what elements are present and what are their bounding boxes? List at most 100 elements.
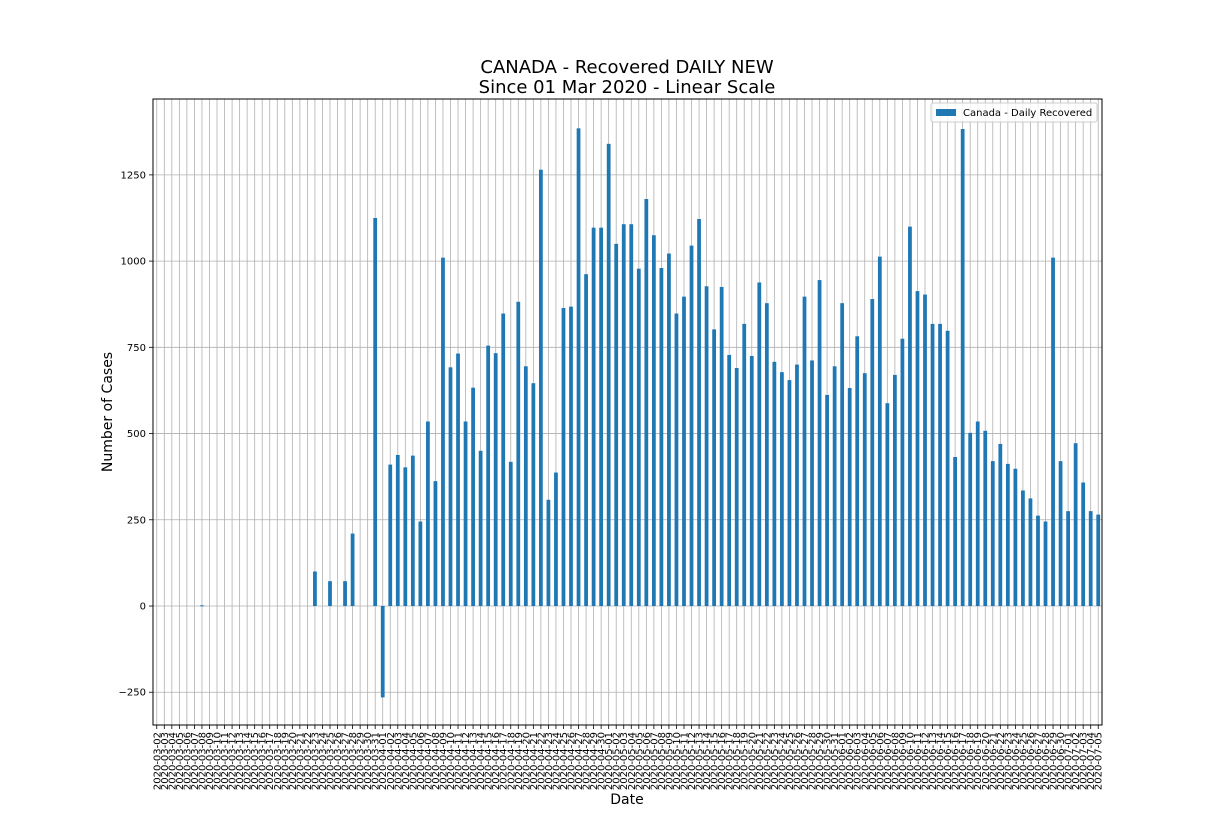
bar (448, 367, 453, 607)
x-tick-label: 2020-06-11 (913, 732, 924, 790)
bar (787, 380, 792, 607)
bar (795, 364, 799, 607)
x-tick-label: 2020-05-12 (687, 732, 698, 790)
x-tick-label: 2020-06-07 (883, 732, 894, 790)
x-tick-label: 2020-05-25 (785, 732, 796, 790)
bar (847, 388, 852, 607)
bar (410, 455, 415, 607)
bar (651, 235, 656, 607)
x-tick-label: 2020-04-24 (551, 732, 562, 790)
x-tick-label: 2020-05-28 (808, 732, 819, 790)
x-tick-label: 2020-04-21 (529, 732, 540, 790)
x-tick-label: 2020-03-21 (295, 732, 306, 790)
x-tick-label: 2020-05-11 (679, 732, 690, 790)
x-tick-label: 2020-05-15 (710, 732, 721, 790)
x-tick-label: 2020-04-27 (574, 732, 585, 790)
x-tick-label: 2020-06-21 (988, 732, 999, 790)
x-tick-label: 2020-06-17 (958, 732, 969, 790)
y-tick-label: 1250 (121, 170, 146, 181)
bar (546, 499, 551, 607)
plot-frame (152, 98, 1103, 726)
bar (1028, 498, 1033, 607)
x-tick-label: 2020-06-28 (1041, 732, 1052, 790)
bar (463, 421, 468, 607)
x-tick-label: 2020-04-18 (506, 732, 517, 790)
bar (576, 128, 581, 607)
x-tick-label: 2020-06-15 (943, 732, 954, 790)
bar (674, 313, 679, 607)
x-tick-label: 2020-03-16 (258, 732, 269, 790)
x-tick-label: 2020-05-27 (800, 732, 811, 790)
bar (523, 366, 528, 607)
x-tick-label: 2020-03-13 (235, 732, 246, 790)
chart-subtitle: Since 01 Mar 2020 - Linear Scale (479, 77, 776, 98)
x-tick-label: 2020-05-31 (830, 732, 841, 790)
y-tick-label: 250 (127, 515, 146, 526)
x-tick-label: 2020-07-03 (1079, 732, 1090, 790)
bar (885, 403, 890, 607)
x-tick-label: 2020-03-19 (280, 732, 291, 790)
bar (1021, 490, 1025, 607)
x-tick-label: 2020-03-15 (250, 732, 261, 790)
x-tick-label: 2020-05-21 (755, 732, 766, 790)
legend-box (930, 102, 1098, 123)
bar (380, 606, 385, 698)
x-tick-label: 2020-04-10 (446, 732, 457, 790)
bar (644, 199, 649, 607)
bar (840, 303, 845, 607)
x-tick-label: 2020-04-30 (597, 732, 608, 790)
x-tick-label: 2020-03-10 (213, 732, 224, 790)
bar (915, 291, 920, 607)
x-tick-label: 2020-05-20 (747, 732, 758, 790)
x-tick-label: 2020-04-16 (491, 732, 502, 790)
x-tick-label: 2020-04-05 (408, 732, 419, 790)
x-tick-label: 2020-05-23 (770, 732, 781, 790)
x-tick-label: 2020-06-06 (875, 732, 886, 790)
x-tick-label: 2020-06-02 (845, 732, 856, 790)
x-tick-label: 2020-05-09 (664, 732, 675, 790)
bar (561, 308, 566, 607)
bar (1096, 514, 1101, 607)
bar (764, 303, 769, 607)
x-tick-label: 2020-06-29 (1049, 732, 1060, 790)
x-tick-label: 2020-04-15 (484, 732, 495, 790)
bar (606, 143, 611, 607)
bar (516, 301, 521, 607)
x-tick-label: 2020-04-28 (582, 732, 593, 790)
bar (614, 243, 619, 607)
y-tick-label: 1000 (121, 257, 146, 268)
x-tick-label: 2020-04-17 (499, 732, 510, 790)
bar (1036, 515, 1040, 607)
x-tick-label: 2020-03-26 (333, 732, 344, 790)
bar (569, 306, 573, 607)
bar (960, 129, 965, 607)
x-tick-label: 2020-05-19 (740, 732, 751, 790)
x-tick-label: 2020-05-26 (792, 732, 803, 790)
x-axis-label: Date (610, 792, 643, 808)
x-tick-label: 2020-03-05 (175, 732, 186, 790)
x-tick-label: 2020-06-20 (981, 732, 992, 790)
x-tick-label: 2020-05-02 (612, 732, 623, 790)
bar (938, 323, 942, 607)
x-tick-label: 2020-03-08 (197, 732, 208, 790)
x-tick-label: 2020-07-01 (1064, 732, 1075, 790)
bar (636, 268, 641, 607)
x-tick-label: 2020-03-09 (205, 732, 216, 790)
x-tick-label: 2020-04-06 (416, 732, 427, 790)
bar (1005, 463, 1010, 607)
bar (508, 461, 513, 607)
x-tick-label: 2020-06-10 (905, 732, 916, 790)
x-tick-label: 2020-06-23 (1003, 732, 1014, 790)
x-tick-label: 2020-04-29 (589, 732, 600, 790)
bar (682, 296, 686, 607)
x-tick-label: 2020-06-08 (890, 732, 901, 790)
bar (471, 387, 475, 607)
x-tick-label: 2020-04-23 (544, 732, 555, 790)
y-axis-ticks: −250 0 250 500 750 1000 1250 (119, 170, 153, 699)
bar (855, 336, 860, 607)
x-tick-label: 2020-03-27 (341, 732, 352, 790)
y-tick-label: 500 (127, 429, 146, 440)
x-tick-label: 2020-06-04 (860, 732, 871, 790)
bar (456, 353, 460, 607)
x-tick-label: 2020-04-07 (423, 732, 434, 790)
